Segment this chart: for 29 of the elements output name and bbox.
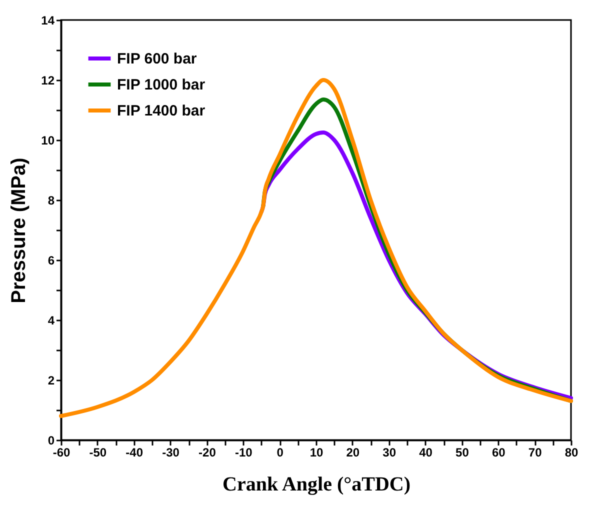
y-axis-title: Pressure (MPa) — [8, 158, 30, 304]
x-tick-label: 30 — [382, 446, 396, 460]
legend-label: FIP 1000 bar — [117, 76, 206, 94]
x-tick-label: 60 — [492, 446, 506, 460]
x-tick-label: -10 — [234, 446, 253, 460]
y-tick-label: 6 — [48, 254, 55, 268]
y-tick-label: 4 — [48, 314, 55, 328]
y-tick-label: 14 — [41, 14, 55, 28]
legend-label: FIP 1400 bar — [117, 102, 206, 120]
y-tick-label: 8 — [48, 194, 55, 208]
y-tick-label: 12 — [41, 74, 55, 88]
x-tick-label: -20 — [198, 446, 216, 460]
x-tick-label: 0 — [276, 446, 284, 460]
x-tick-label: -40 — [126, 446, 144, 460]
y-tick-label: 2 — [48, 374, 55, 388]
y-tick-label: 10 — [41, 134, 55, 148]
x-axis-title: Crank Angle (°aTDC) — [222, 474, 411, 496]
x-tick-label: -50 — [89, 446, 107, 460]
line-series — [59, 78, 573, 418]
x-tick-label: 50 — [456, 446, 470, 460]
x-tick-label: 10 — [310, 446, 324, 460]
y-tick-label: 0 — [48, 434, 55, 448]
x-tick-label: 20 — [346, 446, 360, 460]
x-tick-label: 80 — [564, 446, 578, 460]
x-tick-label: 70 — [528, 446, 542, 460]
x-tick-label: -30 — [162, 446, 180, 460]
x-tick-label: -60 — [52, 446, 70, 460]
x-tick-label: 40 — [419, 446, 433, 460]
legend-label: FIP 600 bar — [117, 50, 197, 68]
